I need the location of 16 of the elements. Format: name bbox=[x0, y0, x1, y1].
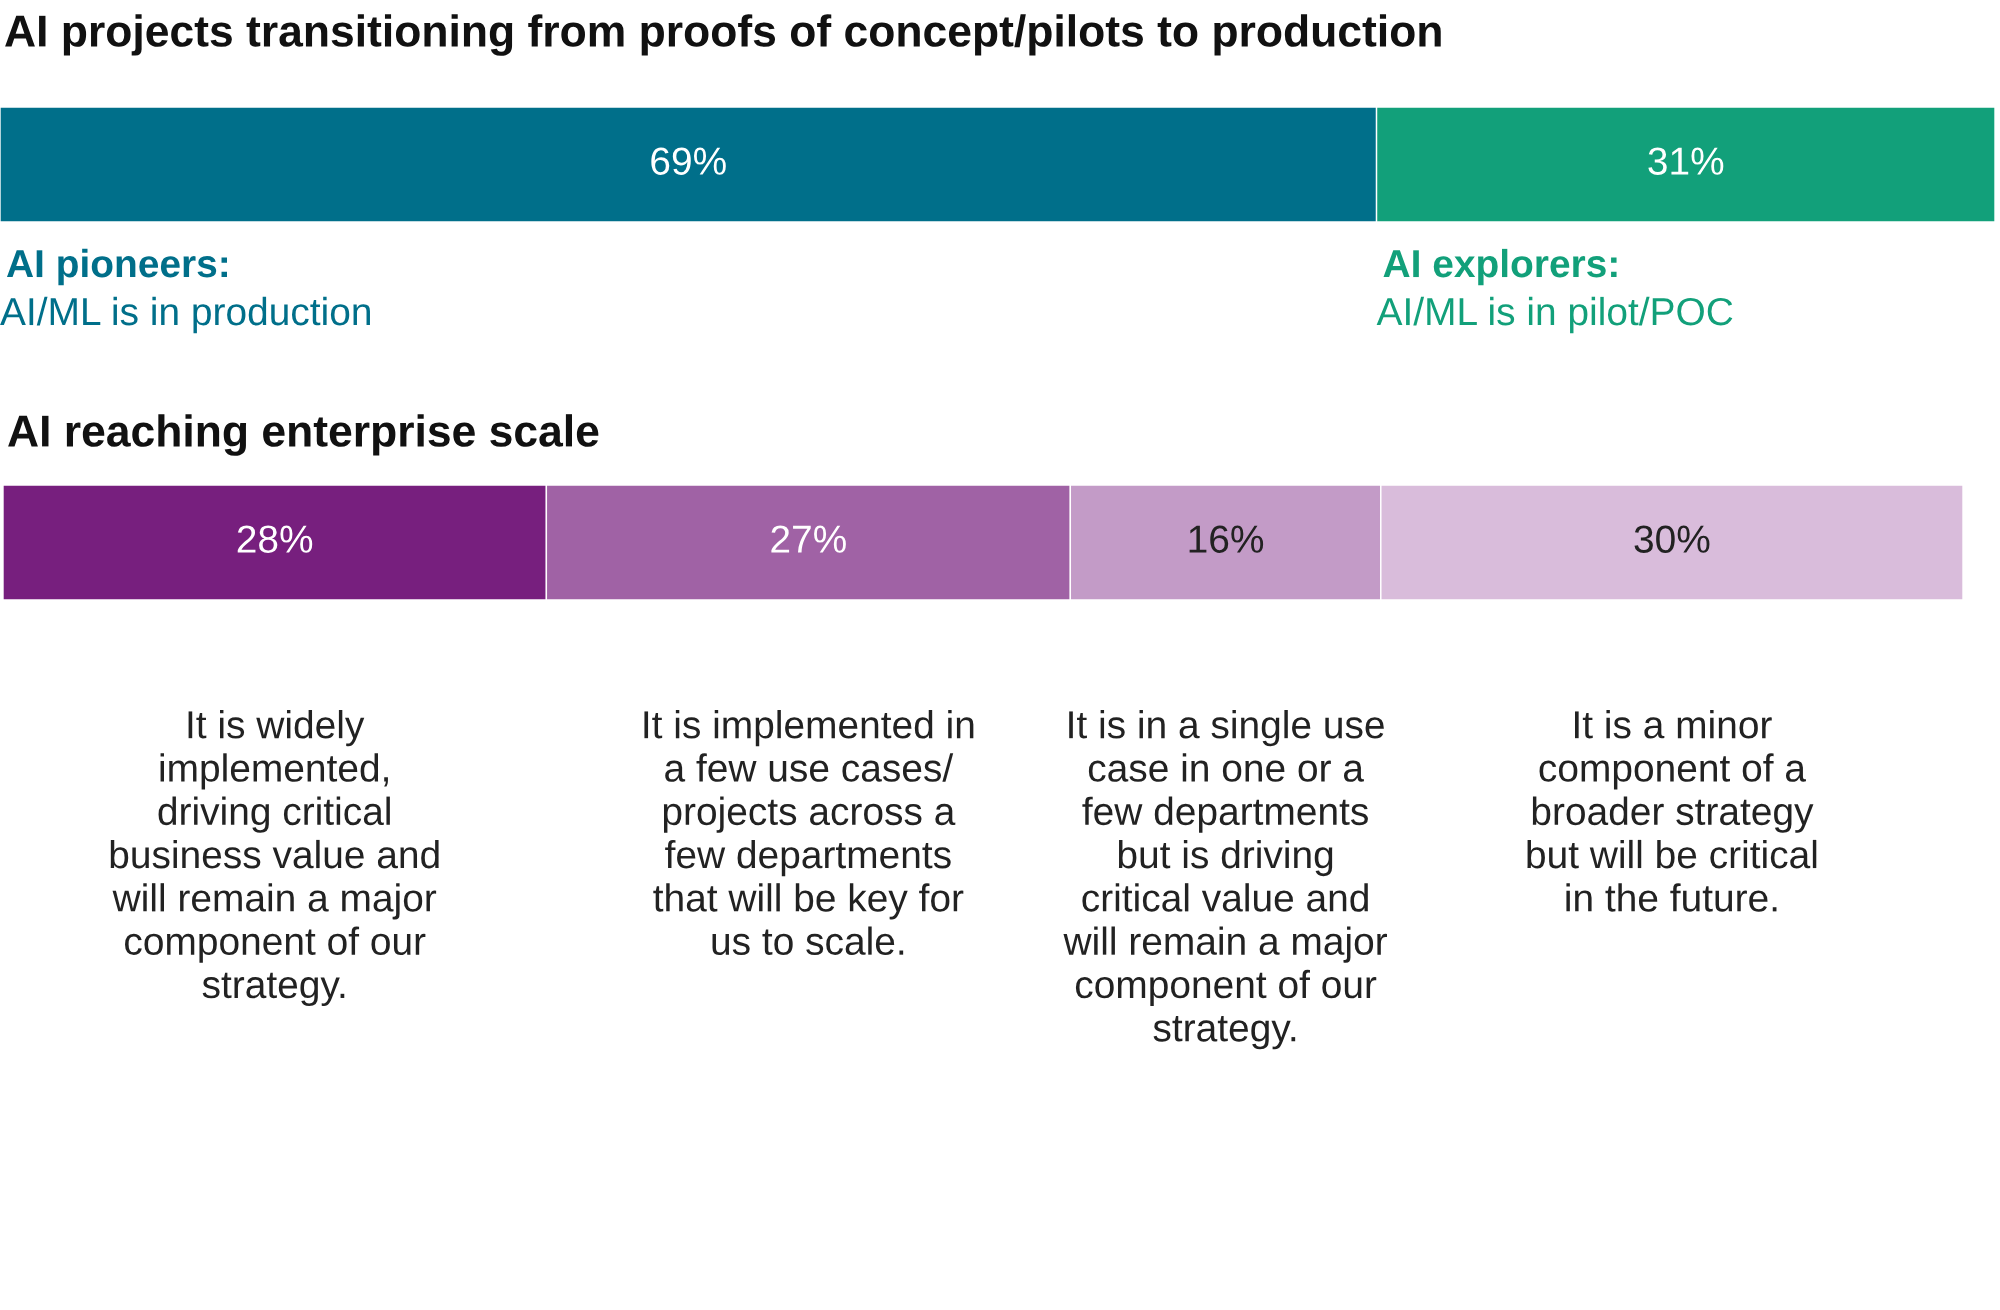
series-label: AI explorers: bbox=[1383, 248, 1617, 286]
data-label: 16% bbox=[1189, 525, 1264, 553]
data-label: 28% bbox=[237, 525, 313, 553]
text: It is implemented in a few use cases/ projects across a few departments that will be key for us to scale. bbox=[644, 710, 974, 956]
data-label: 27% bbox=[771, 525, 846, 553]
data-label: 31% bbox=[1648, 147, 1724, 175]
chart-title: AI reaching enterprise scale bbox=[8, 414, 599, 456]
series-label: AI pioneers: bbox=[6, 248, 227, 286]
data-label: 69% bbox=[651, 147, 726, 175]
text: It is in a single use case in one or a few departments but is driving critical value and will remain a major component of our strategy. bbox=[1063, 710, 1388, 1050]
chart-title: AI projects transitioning from proofs of concept/pilots to production bbox=[5, 14, 1441, 56]
text: AI/ML is in pilot/POC bbox=[1376, 296, 1733, 334]
data-label: 30% bbox=[1634, 525, 1710, 553]
text: AI/ML is in production bbox=[0, 296, 370, 334]
text: It is widely implemented, driving critical business value and will remain a major component of our strategy. bbox=[110, 710, 439, 1007]
text: It is a minor component of a broader strategy but will be critical in the future. bbox=[1527, 710, 1817, 912]
